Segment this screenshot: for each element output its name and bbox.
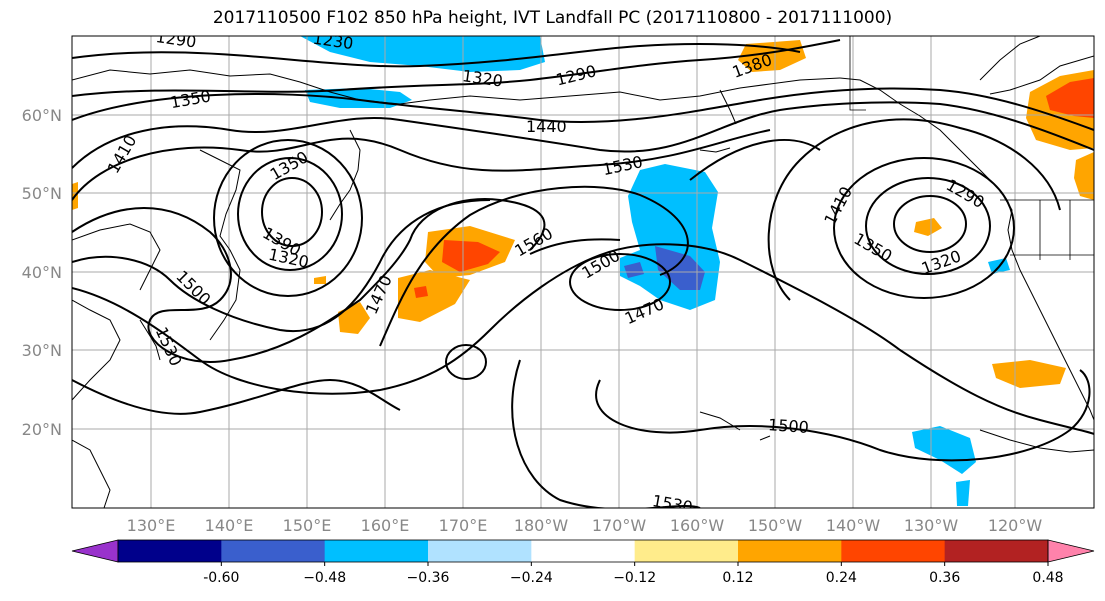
- lon-tick-label: 180°W: [514, 516, 569, 535]
- strong-negative-anomaly-region: [655, 246, 705, 290]
- colorbar: -0.60 −0.48 −0.36 −0.24 −0.12 0.12 0.24 0.36 0.4…: [71, 539, 1095, 586]
- colorbar-segment: [221, 540, 326, 562]
- borders: [849, 36, 1094, 260]
- lon-tick-label: 150°E: [283, 516, 332, 535]
- lat-tick-label: 20°N: [22, 420, 62, 439]
- colorbar-segment: [324, 540, 429, 562]
- contour-label: 1440: [526, 117, 567, 136]
- ivt-shading: [72, 36, 1094, 506]
- colorbar-segment: [531, 540, 636, 562]
- colorbar-tick-label: 0.12: [722, 570, 753, 586]
- colorbar-tick-label: 0.36: [929, 570, 960, 586]
- colorbar-tick-label: -0.60: [203, 570, 239, 586]
- negative-anomaly-region: [912, 426, 976, 474]
- map-frame: [71, 35, 1095, 509]
- colorbar-segment: [634, 540, 739, 562]
- lon-tick-label: 150°W: [748, 516, 803, 535]
- positive-anomaly-region: [1074, 152, 1094, 200]
- lon-tick-label: 130°E: [127, 516, 176, 535]
- lat-tick-label: 40°N: [22, 263, 62, 282]
- positive-anomaly-region: [914, 218, 942, 236]
- positive-anomaly-region: [398, 270, 470, 322]
- colorbar-frame: [117, 539, 1049, 563]
- colorbar-tick-label: −0.48: [303, 570, 346, 586]
- map-title: 2017110500 F102 850 hPa height, IVT Land…: [212, 8, 893, 28]
- positive-anomaly-region: [314, 276, 326, 284]
- colorbar-tick-label: 0.24: [826, 570, 857, 586]
- colorbar-segment: [118, 540, 222, 562]
- negative-anomaly-region: [956, 480, 970, 506]
- latitude-axis: 60°N 50°N 40°N 30°N 20°N: [22, 106, 62, 439]
- colorbar-extend-low: [71, 539, 119, 563]
- positive-anomaly-region: [992, 360, 1066, 388]
- lon-tick-label: 130°W: [904, 516, 959, 535]
- colorbar-segment: [428, 540, 532, 562]
- negative-anomaly-region: [300, 36, 545, 72]
- strong-positive-anomaly-region: [414, 286, 428, 298]
- colorbar-tick-label: −0.36: [407, 570, 450, 586]
- positive-anomaly-region: [738, 40, 806, 72]
- lat-tick-label: 50°N: [22, 184, 62, 203]
- lon-tick-label: 160°W: [670, 516, 725, 535]
- lat-tick-label: 30°N: [22, 341, 62, 360]
- lon-tick-label: 140°W: [826, 516, 881, 535]
- strong-negative-anomaly-region: [624, 262, 644, 278]
- colorbar-segment: [841, 540, 946, 562]
- contour-label: 1500: [768, 415, 810, 437]
- lon-tick-label: 160°E: [361, 516, 410, 535]
- height-contours: [72, 39, 1094, 508]
- colorbar-segment: [738, 540, 842, 562]
- lon-tick-label: 120°W: [988, 516, 1043, 535]
- colorbar-tick-label: −0.12: [613, 570, 656, 586]
- graticule: [72, 36, 1094, 508]
- colorbar-tick-label: −0.24: [510, 570, 553, 586]
- colorbar-segment: [944, 540, 1049, 562]
- colorbar-tick-label: 0.48: [1032, 570, 1063, 586]
- longitude-axis: 130°E 140°E 150°E 160°E 170°E 180°W 170°…: [127, 516, 1043, 535]
- contour-label: 1230: [312, 29, 355, 53]
- lat-tick-label: 60°N: [22, 106, 62, 125]
- lon-tick-label: 170°E: [439, 516, 488, 535]
- contour-label: 1530: [651, 491, 694, 517]
- lon-tick-label: 140°E: [205, 516, 254, 535]
- coastlines: [72, 36, 1094, 508]
- strong-positive-anomaly-region: [442, 240, 500, 272]
- lon-tick-label: 170°W: [592, 516, 647, 535]
- colorbar-extend-high: [1047, 539, 1095, 563]
- strong-positive-anomaly-region: [1046, 78, 1094, 118]
